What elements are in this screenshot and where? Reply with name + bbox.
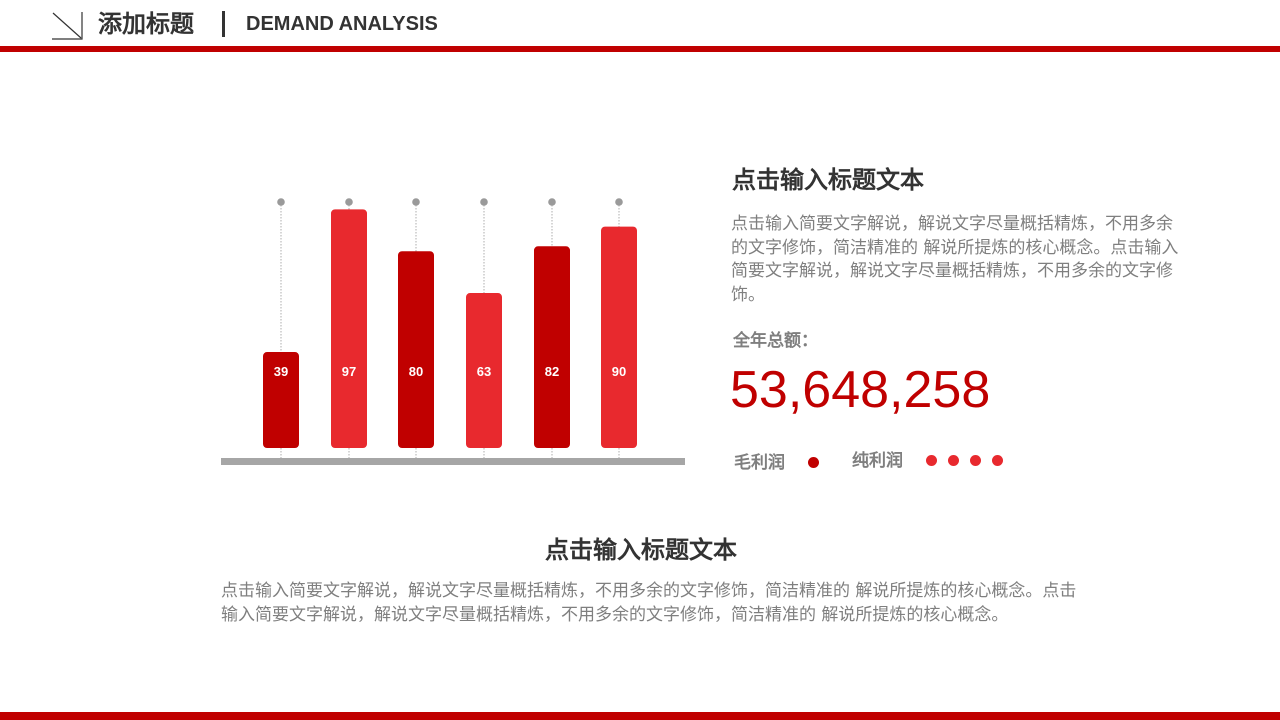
bar-value-label: 97 [342,364,356,379]
bar [466,293,502,448]
legend-net-dot [992,455,1003,466]
x-axis-bar [221,458,685,465]
legend-net-dot [948,455,959,466]
bar-guide-dot [277,198,285,206]
header-subtitle: DEMAND ANALYSIS [246,13,438,35]
legend-net-dot [926,455,937,466]
bottom-panel-body: 点击输入简要文字解说，解说文字尽量概括精炼，不用多余的文字修饰，简洁精准的 解说… [221,581,1077,625]
legend-net-dot [970,455,981,466]
bar-guide-dot [480,198,488,206]
right-panel-body: 点击输入简要文字解说，解说文字尽量概括精炼，不用多余的文字修饰，简洁精准的 解说… [731,214,1179,305]
corner-arrow-icon [52,12,83,40]
top-rule [0,46,1280,52]
total-label: 全年总额： [733,331,818,351]
total-value: 53,648,258 [730,361,991,419]
header-separator [222,11,225,37]
bar [398,251,434,448]
bar-value-label: 90 [612,364,626,379]
bar-guide-dot [412,198,420,206]
bar-chart: 39 97 80 63 82 90 [221,198,685,465]
bar-value-label: 82 [545,364,559,379]
bar [263,352,299,448]
bottom-rule [0,712,1280,720]
bar-value-label: 63 [477,364,491,379]
bar-guide-dot [345,198,353,206]
bar-guide-dot [615,198,623,206]
bar [534,246,570,448]
bar [331,209,367,448]
right-panel-title: 点击输入标题文本 [732,166,924,194]
bar [601,226,637,448]
bar-value-label: 80 [409,364,423,379]
legend-net-label: 纯利润 [852,451,903,471]
bar-value-label: 39 [274,364,288,379]
legend-gross-label: 毛利润 [734,453,785,473]
bottom-panel-title: 点击输入标题文本 [545,536,737,564]
bar-guide-dot [548,198,556,206]
legend-gross-dot [808,457,819,468]
header-title: 添加标题 [98,10,194,38]
